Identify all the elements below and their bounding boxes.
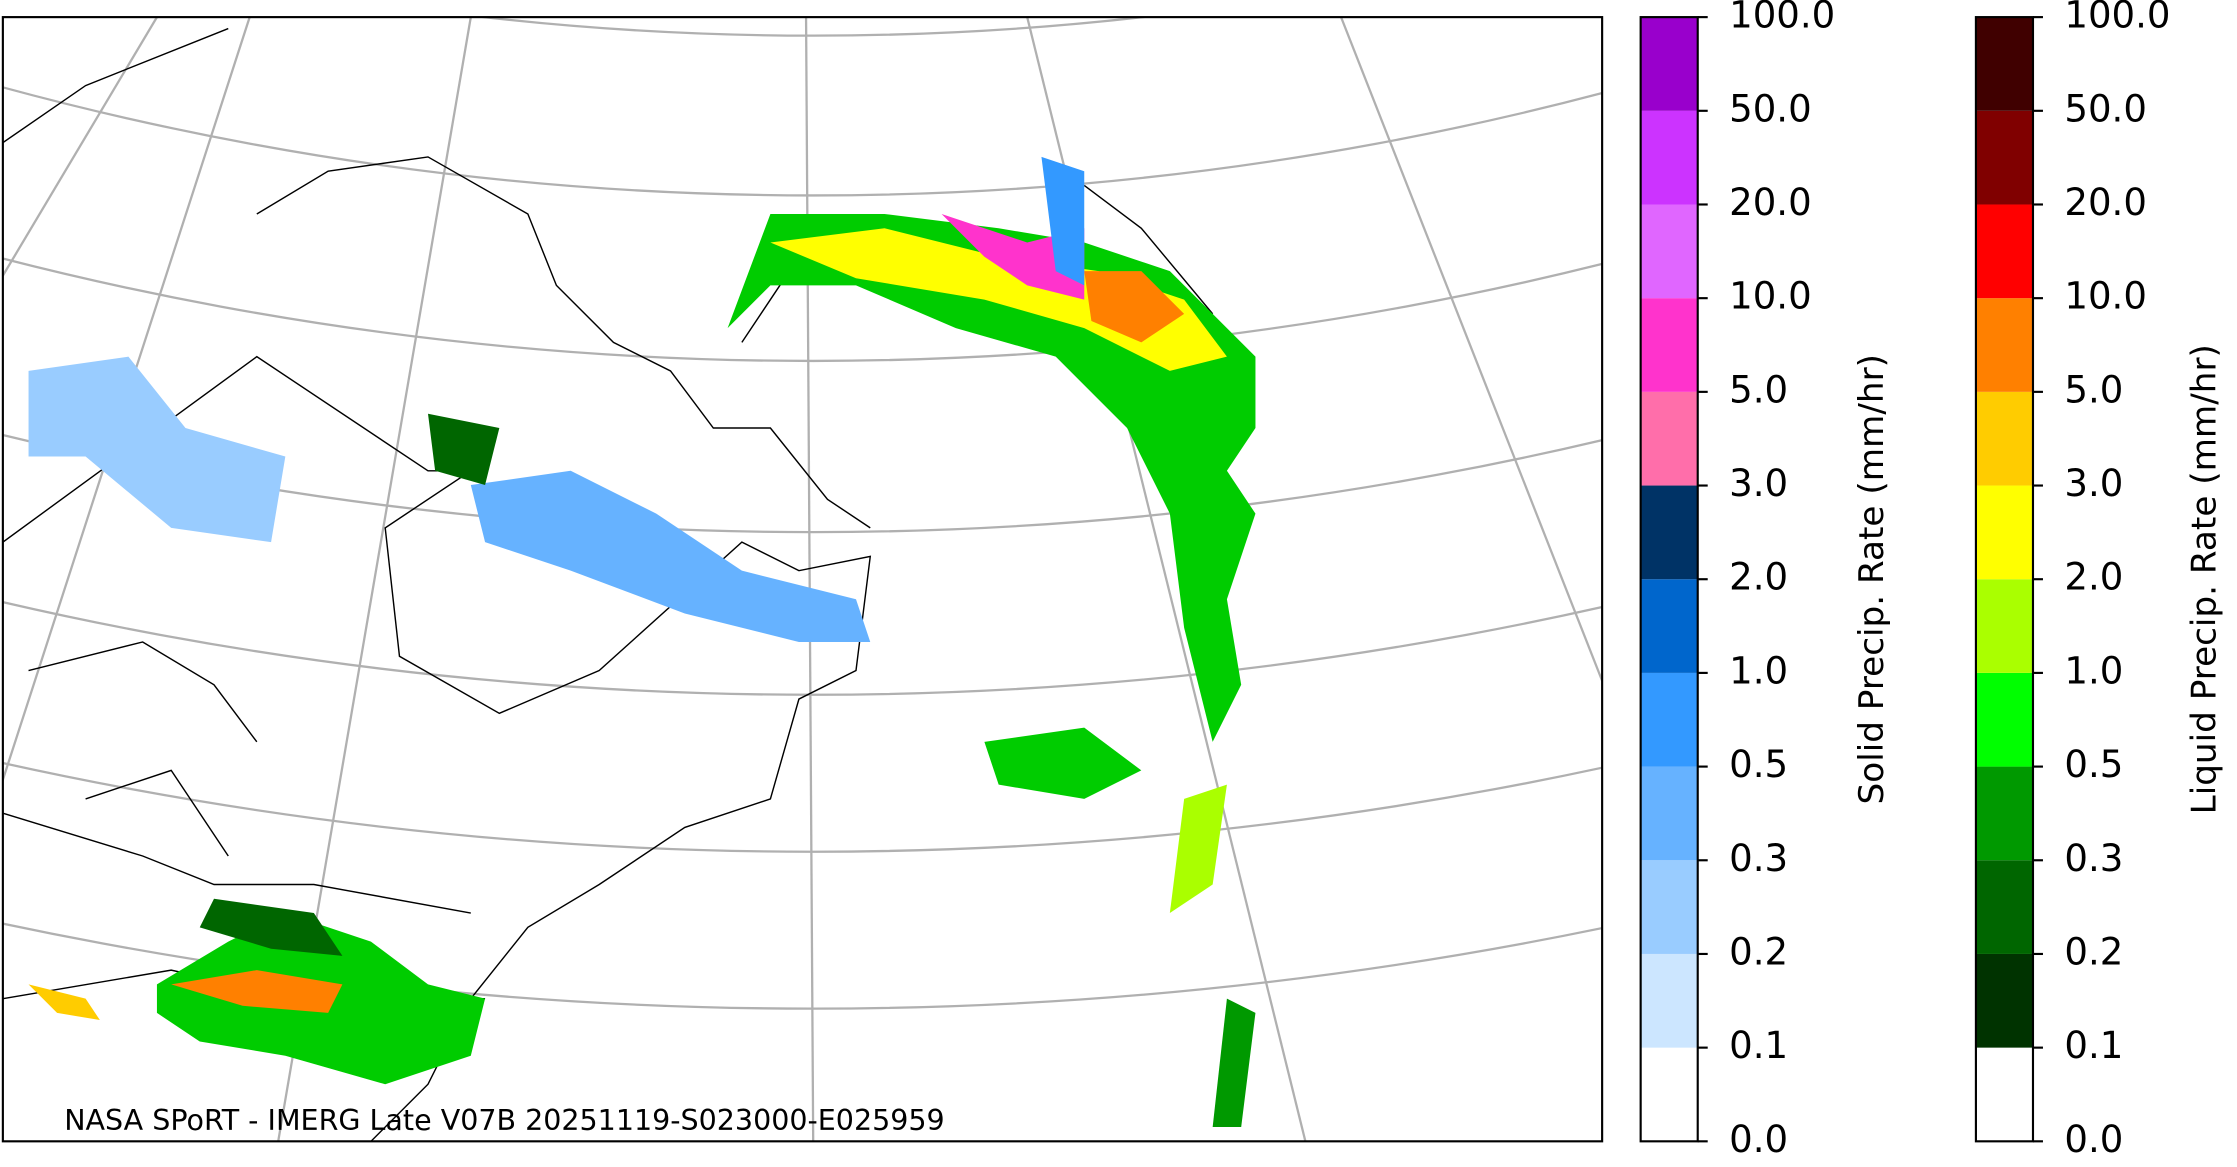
map-frame — [1, 16, 1604, 1143]
colorbar-tick-label: 20.0 — [2064, 181, 2147, 224]
precip-field — [28, 156, 1256, 1128]
graticule — [2, 17, 1603, 1142]
map — [2, 17, 1603, 1142]
colorbar-segment — [1975, 204, 2033, 299]
colorbar-tick-label: 0.0 — [2064, 1118, 2123, 1161]
colorbar-tick-label: 100.0 — [1729, 0, 1835, 37]
colorbar-tick-label: 0.1 — [2064, 1024, 2123, 1067]
colorbar-segment — [1975, 391, 2033, 486]
colorbar-tick-label: 5.0 — [1729, 368, 1788, 411]
colorbar-segment — [1640, 953, 1698, 1048]
colorbar-tick-label: 0.3 — [1729, 837, 1788, 880]
colorbar-segment — [1640, 391, 1698, 486]
colorbar-segment — [1975, 672, 2033, 767]
colorbar-tick-label: 3.0 — [1729, 462, 1788, 505]
colorbar-segment — [1975, 953, 2033, 1048]
colorbar-tick-label: 0.3 — [2064, 837, 2123, 880]
colorbar-segment — [1640, 204, 1698, 299]
colorbar-segment — [1640, 860, 1698, 954]
colorbar-segment — [1640, 485, 1698, 580]
colorbar-segment — [1975, 17, 2033, 111]
colorbar-tick-label: 2.0 — [2064, 556, 2123, 599]
colorbar-segment — [1640, 766, 1698, 861]
colorbar-tick-label: 0.0 — [1729, 1118, 1788, 1161]
colorbar-tick-label: 1.0 — [2064, 649, 2123, 692]
colorbar-tick-label: 1.0 — [1729, 649, 1788, 692]
colorbar-tick-label: 5.0 — [2064, 368, 2123, 411]
colorbar-label: Liquid Precip. Rate (mm/hr) — [2185, 344, 2225, 814]
colorbar-tick-label: 20.0 — [1729, 181, 1812, 224]
colorbar-tick-label: 0.5 — [1729, 743, 1788, 786]
colorbar-tick-label: 50.0 — [2064, 87, 2147, 130]
colorbar-tick-label: 0.1 — [1729, 1024, 1788, 1067]
colorbar-segment — [1640, 1047, 1698, 1142]
colorbar-label: Solid Precip. Rate (mm/hr) — [1852, 354, 1892, 804]
colorbar-tick-label: 0.2 — [2064, 930, 2123, 973]
colorbar-segment — [1640, 298, 1698, 392]
colorbar-segment — [1975, 579, 2033, 673]
colorbar-segment — [1640, 672, 1698, 767]
colorbar-tick-label: 2.0 — [1729, 556, 1788, 599]
colorbar-tick-label: 50.0 — [1729, 87, 1812, 130]
colorbar-tick-label: 0.5 — [2064, 743, 2123, 786]
colorbar-tick-label: 0.2 — [1729, 930, 1788, 973]
colorbar-segment — [1975, 110, 2033, 205]
colorbar-segment — [1640, 17, 1698, 111]
colorbar-tick-label: 10.0 — [2064, 275, 2147, 318]
colorbar-tick-label: 3.0 — [2064, 462, 2123, 505]
colorbar-segment — [1975, 1047, 2033, 1142]
colorbar-segment — [1975, 860, 2033, 954]
colorbar-segment — [1975, 298, 2033, 392]
colorbar-tick-label: 100.0 — [2064, 0, 2170, 37]
colorbar-segment — [1640, 579, 1698, 673]
colorbar-segment — [1640, 110, 1698, 205]
caption: NASA SPoRT - IMERG Late V07B 20251119-S0… — [64, 1104, 944, 1137]
colorbar-segment — [1975, 485, 2033, 580]
colorbar-segment — [1975, 766, 2033, 861]
colorbar-tick-label: 10.0 — [1729, 275, 1812, 318]
